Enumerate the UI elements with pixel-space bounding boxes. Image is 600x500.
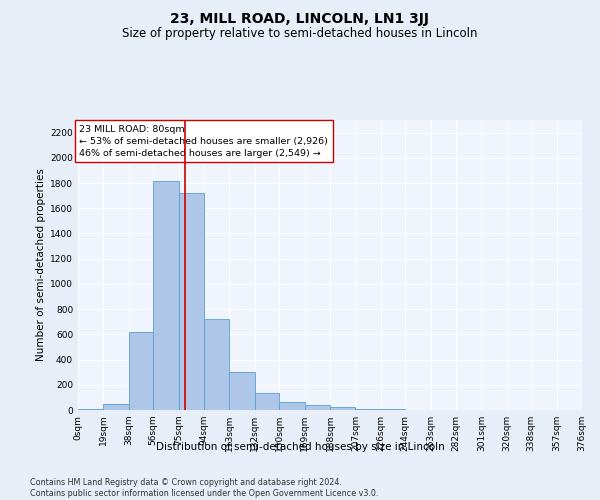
Text: 23, MILL ROAD, LINCOLN, LN1 3JJ: 23, MILL ROAD, LINCOLN, LN1 3JJ — [170, 12, 430, 26]
Bar — [255, 393, 279, 410]
Text: 23 MILL ROAD: 80sqm
← 53% of semi-detached houses are smaller (2,926)
46% of sem: 23 MILL ROAD: 80sqm ← 53% of semi-detach… — [79, 125, 328, 158]
Y-axis label: Number of semi-detached properties: Number of semi-detached properties — [36, 168, 46, 362]
Bar — [129, 332, 153, 410]
Bar — [103, 404, 129, 410]
Bar — [153, 180, 179, 410]
Bar — [279, 402, 305, 410]
Bar — [204, 319, 229, 410]
Bar — [78, 408, 103, 410]
Bar — [179, 193, 204, 410]
Text: Size of property relative to semi-detached houses in Lincoln: Size of property relative to semi-detach… — [122, 28, 478, 40]
Text: Contains HM Land Registry data © Crown copyright and database right 2024.
Contai: Contains HM Land Registry data © Crown c… — [30, 478, 379, 498]
Bar — [305, 405, 330, 410]
Bar — [330, 408, 355, 410]
Bar — [229, 372, 255, 410]
Text: Distribution of semi-detached houses by size in Lincoln: Distribution of semi-detached houses by … — [155, 442, 445, 452]
Bar — [355, 408, 381, 410]
